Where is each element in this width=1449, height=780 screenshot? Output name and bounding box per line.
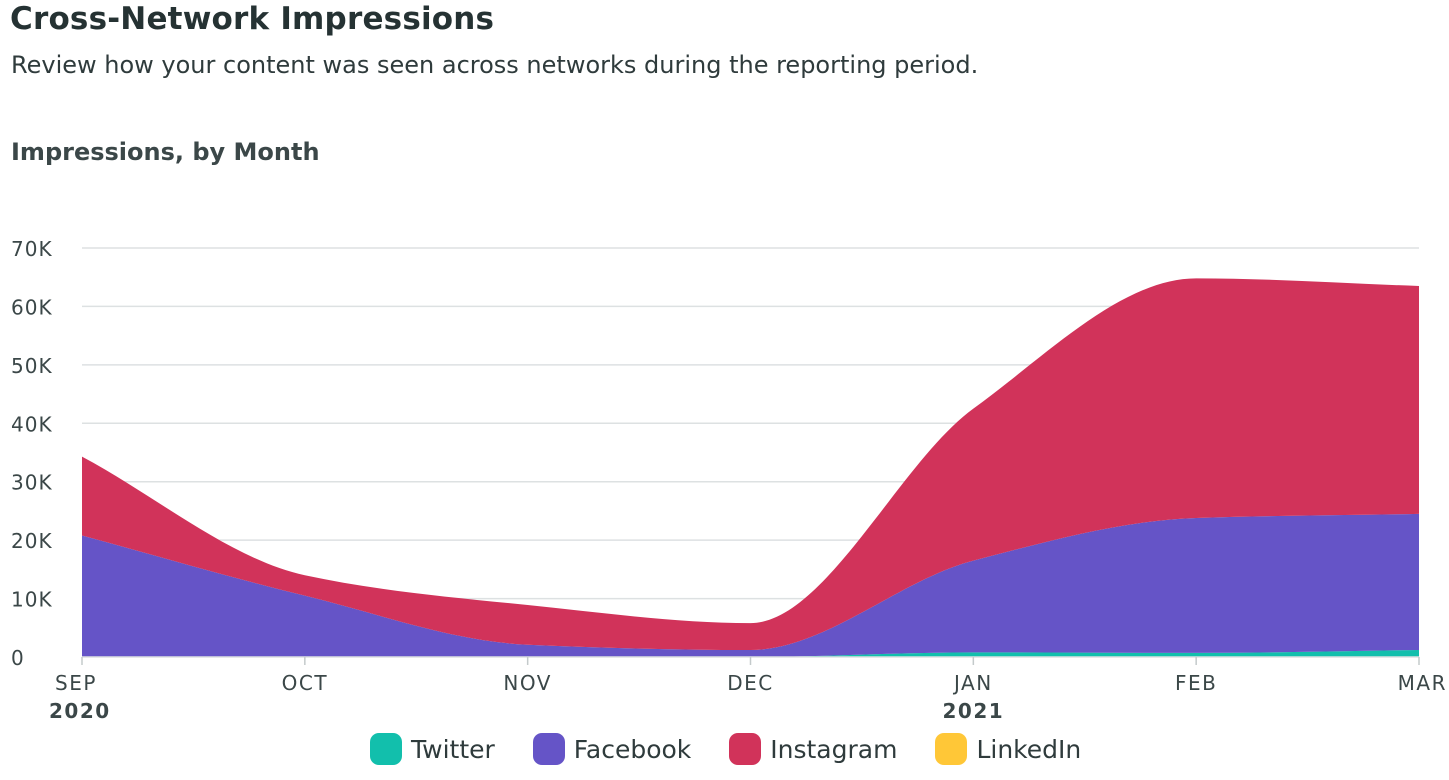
y-tick-label: 70K <box>11 237 53 261</box>
x-tick-label: JAN <box>952 671 993 695</box>
legend-swatch-instagram <box>729 733 762 765</box>
x-year-label: 2020 <box>49 699 111 723</box>
chart-areas <box>82 278 1419 657</box>
y-tick-label: 40K <box>11 412 53 436</box>
legend-item-linkedin[interactable]: LinkedIn <box>935 733 1081 765</box>
x-tick-label: DEC <box>727 671 774 695</box>
legend-item-facebook[interactable]: Facebook <box>532 733 692 765</box>
page-subtitle: Review how your content was seen across … <box>11 51 979 79</box>
page-title: Cross-Network Impressions <box>10 1 495 37</box>
legend-swatch-twitter <box>370 733 402 765</box>
x-tick-label: FEB <box>1175 671 1217 695</box>
chart-title: Impressions, by Month <box>11 138 320 166</box>
y-tick-label: 10K <box>11 588 53 612</box>
area-instagram[interactable] <box>82 278 1419 650</box>
chart-legend: Twitter Facebook Instagram LinkedIn <box>370 733 1081 765</box>
legend-swatch-facebook <box>532 733 565 765</box>
y-tick-label: 30K <box>11 471 53 495</box>
legend-label-instagram: Instagram <box>770 734 898 764</box>
x-year-label: 2021 <box>942 699 1004 723</box>
legend-item-instagram[interactable]: Instagram <box>729 733 897 765</box>
area-twitter[interactable] <box>82 649 1419 657</box>
area-facebook[interactable] <box>82 513 1419 657</box>
x-tick-label: MAR <box>1398 671 1447 695</box>
x-tick-label: OCT <box>282 671 328 695</box>
y-tick-label: 50K <box>11 354 53 378</box>
y-tick-label: 60K <box>11 295 53 319</box>
legend-label-twitter: Twitter <box>411 734 495 764</box>
impressions-area-chart: 0 10K 20K 30K 40K 50K 60K 70K SEP OCT NOV DEC JAN FEB… <box>11 237 1447 723</box>
x-tick-label: SEP <box>55 671 97 695</box>
legend-label-linkedin: LinkedIn <box>976 734 1082 764</box>
legend-item-twitter[interactable]: Twitter <box>370 733 495 765</box>
legend-label-facebook: Facebook <box>573 734 692 764</box>
x-tick-label: NOV <box>503 671 552 695</box>
legend-swatch-linkedin <box>935 733 968 765</box>
y-tick-label: 20K <box>11 529 53 553</box>
chart-axes: 0 10K 20K 30K 40K 50K 60K 70K SEP OCT NOV DEC JAN FEB… <box>11 237 1447 723</box>
y-tick-label: 0 <box>11 646 25 670</box>
